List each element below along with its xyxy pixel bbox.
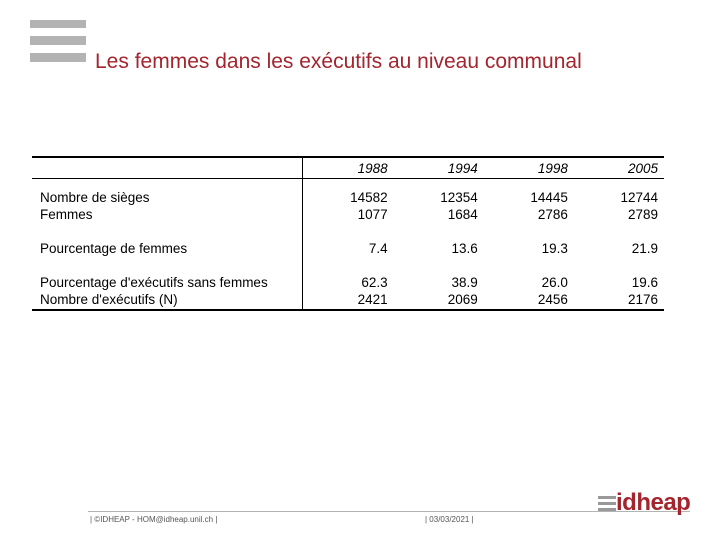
table-cell: 19.6 [631, 275, 658, 290]
table-cell: 2176 [573, 291, 664, 311]
table-row: Nombre d'exécutifs (N) 2421 2069 2456 21… [32, 291, 664, 311]
table-cell: 2786 [537, 207, 568, 222]
idheap-logo: idheap [598, 489, 691, 522]
table-cell: 62.3 [361, 275, 388, 290]
data-table: 1988 1994 1998 2005 Nombre de sièges 145… [32, 156, 664, 311]
table-row: Nombre de sièges 14582 12354 14445 12744 [32, 189, 664, 206]
row-label: Pourcentage de femmes [32, 240, 303, 257]
menu-bars-icon [30, 20, 86, 70]
table-cell: 26.0 [541, 275, 568, 290]
logo-wordmark: idheap [616, 489, 691, 516]
table-header-row: 1988 1994 1998 2005 [32, 156, 664, 179]
table-cell: 38.9 [451, 275, 478, 290]
row-label: Femmes [32, 206, 303, 223]
footer-date: | 03/03/2021 | [425, 515, 474, 524]
table-cell: 12354 [440, 190, 478, 205]
row-label: Nombre de sièges [32, 189, 303, 206]
table-cell: 2421 [302, 291, 394, 311]
table-row: Femmes 1077 1684 2786 2789 [32, 206, 664, 223]
table-cell: 21.9 [631, 241, 658, 256]
row-label: Pourcentage d'exécutifs sans femmes [32, 274, 303, 291]
table-cell: 12744 [620, 190, 658, 205]
table-cell: 7.4 [368, 241, 388, 256]
table-cell: 1684 [447, 207, 478, 222]
year-header: 1998 [483, 156, 574, 179]
table-cell: 1077 [357, 207, 388, 222]
footer-copyright: | ©IDHEAP - HOM@idheap.unil.ch | [90, 515, 218, 524]
table-row: Pourcentage de femmes 7.4 13.6 19.3 21.9 [32, 240, 664, 257]
year-header: 2005 [573, 156, 664, 179]
table-cell: 14582 [350, 190, 388, 205]
table-cell: 2789 [627, 207, 658, 222]
year-header: 1988 [302, 156, 394, 179]
table-row: Pourcentage d'exécutifs sans femmes 62.3… [32, 274, 664, 291]
year-header: 1994 [393, 156, 484, 179]
table-cell: 2456 [483, 291, 574, 311]
row-label: Nombre d'exécutifs (N) [32, 291, 303, 311]
logo-lines-icon [598, 496, 616, 514]
header-empty-cell [32, 156, 303, 179]
page-title: Les femmes dans les exécutifs au niveau … [95, 50, 582, 73]
footer-divider [88, 511, 690, 512]
table-cell: 13.6 [451, 241, 478, 256]
table-cell: 14445 [530, 190, 568, 205]
table-cell: 2069 [393, 291, 484, 311]
table-cell: 19.3 [541, 241, 568, 256]
